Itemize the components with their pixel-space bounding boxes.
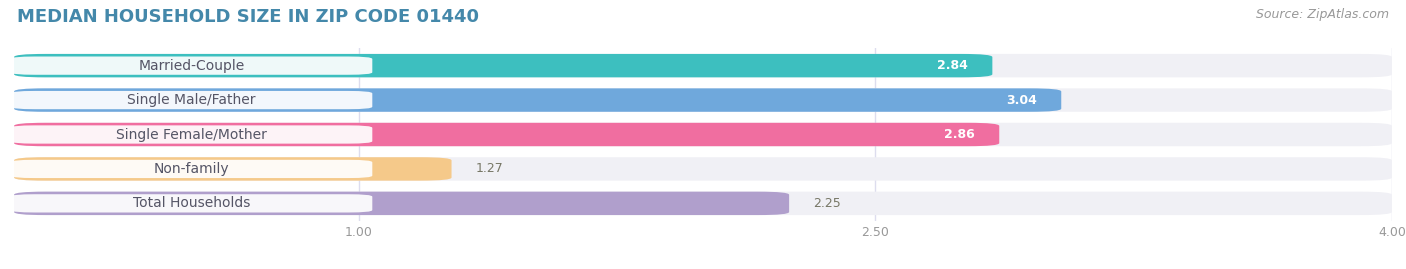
FancyBboxPatch shape — [14, 192, 1392, 215]
FancyBboxPatch shape — [14, 54, 993, 77]
Text: Non-family: Non-family — [153, 162, 229, 176]
Text: Single Male/Father: Single Male/Father — [127, 93, 256, 107]
FancyBboxPatch shape — [14, 123, 1000, 146]
Text: 2.84: 2.84 — [938, 59, 969, 72]
Text: 1.27: 1.27 — [475, 162, 503, 175]
FancyBboxPatch shape — [11, 125, 373, 144]
FancyBboxPatch shape — [11, 91, 373, 109]
Text: Single Female/Mother: Single Female/Mother — [117, 128, 267, 141]
FancyBboxPatch shape — [14, 192, 789, 215]
FancyBboxPatch shape — [11, 194, 373, 213]
FancyBboxPatch shape — [14, 54, 1392, 77]
FancyBboxPatch shape — [14, 157, 1392, 181]
Text: Source: ZipAtlas.com: Source: ZipAtlas.com — [1256, 8, 1389, 21]
Text: MEDIAN HOUSEHOLD SIZE IN ZIP CODE 01440: MEDIAN HOUSEHOLD SIZE IN ZIP CODE 01440 — [17, 8, 479, 26]
Text: 3.04: 3.04 — [1007, 94, 1038, 107]
FancyBboxPatch shape — [14, 88, 1392, 112]
Text: 2.86: 2.86 — [945, 128, 976, 141]
Text: Total Households: Total Households — [132, 196, 250, 210]
FancyBboxPatch shape — [14, 123, 1392, 146]
Text: Married-Couple: Married-Couple — [138, 59, 245, 73]
FancyBboxPatch shape — [14, 88, 1062, 112]
FancyBboxPatch shape — [11, 160, 373, 178]
Text: 2.25: 2.25 — [813, 197, 841, 210]
FancyBboxPatch shape — [11, 56, 373, 75]
FancyBboxPatch shape — [14, 157, 451, 181]
